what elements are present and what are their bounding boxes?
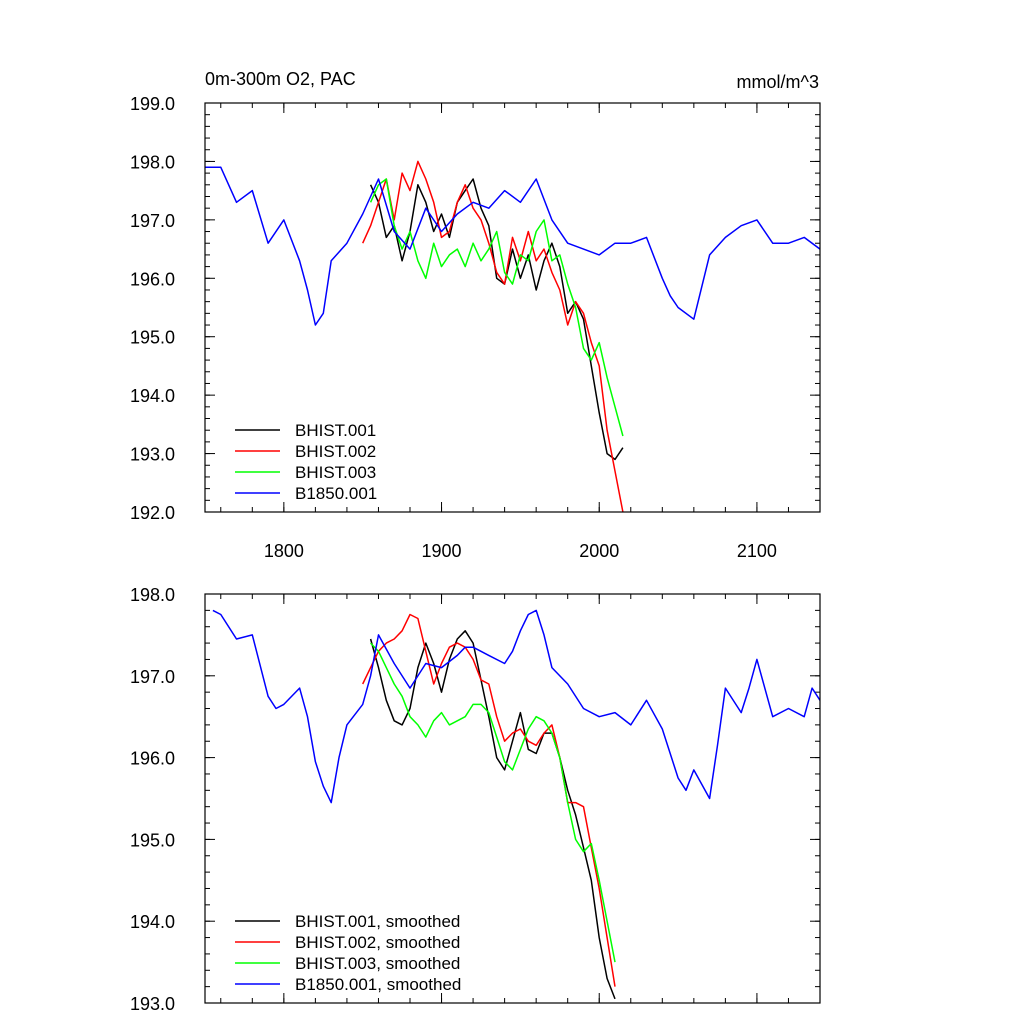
- y-tick-label: 198.0: [130, 585, 175, 605]
- chart-title: 0m-300m O2, PAC: [205, 69, 356, 89]
- series-line: [369, 178, 624, 461]
- y-tick-label: 193.0: [130, 445, 175, 465]
- y-tick-label: 192.0: [130, 503, 175, 523]
- legend-label: B1850.001: [295, 484, 377, 503]
- series-line: [362, 613, 616, 987]
- y-tick-label: 199.0: [130, 94, 175, 114]
- y-tick-label: 195.0: [130, 328, 175, 348]
- legend-label: BHIST.001: [295, 421, 376, 440]
- y-tick-label: 197.0: [130, 667, 175, 687]
- legend-item: BHIST.002, smoothed: [235, 933, 460, 952]
- x-tick-label: 1800: [264, 541, 304, 561]
- legend-label: BHIST.002: [295, 442, 376, 461]
- top-panel: 0m-300m O2, PAC mmol/m^3 192.0 193.0 194.0…: [130, 69, 821, 561]
- y-tick-label: 193.0: [130, 994, 175, 1014]
- series-line: [205, 166, 820, 326]
- legend-label: BHIST.002, smoothed: [295, 933, 460, 952]
- series-line: [369, 630, 616, 1000]
- y-tick-label: 198.0: [130, 152, 175, 172]
- series-line: [362, 160, 624, 512]
- legend-item: BHIST.003: [235, 463, 376, 482]
- y-tick-label: 194.0: [130, 912, 175, 932]
- plot-frame: [204, 102, 821, 513]
- legend-label: BHIST.003, smoothed: [295, 954, 460, 973]
- bottom-panel: 193.0 194.0 195.0 196.0 197.0 198.0 BHIST.001,…: [130, 585, 821, 1014]
- x-tick-label: 2100: [737, 541, 777, 561]
- legend-item: B1850.001, smoothed: [235, 975, 461, 994]
- legend-label: BHIST.003: [295, 463, 376, 482]
- legend-label: BHIST.001, smoothed: [295, 912, 460, 931]
- y-tick-label: 196.0: [130, 749, 175, 769]
- series-line: [369, 178, 624, 437]
- y-tick-label: 194.0: [130, 386, 175, 406]
- units-label: mmol/m^3: [737, 72, 819, 92]
- y-tick-label: 195.0: [130, 830, 175, 850]
- legend-item: BHIST.003, smoothed: [235, 954, 460, 973]
- legend-label: B1850.001, smoothed: [295, 975, 461, 994]
- series-line: [370, 642, 616, 963]
- legend-item: BHIST.001, smoothed: [235, 912, 460, 931]
- plot-frame: [204, 593, 821, 1004]
- series-line: [212, 609, 820, 804]
- legend-item: B1850.001: [235, 484, 377, 503]
- legend-item: BHIST.002: [235, 442, 376, 461]
- x-tick-label: 2000: [579, 541, 619, 561]
- y-tick-label: 196.0: [130, 269, 175, 289]
- y-tick-label: 197.0: [130, 211, 175, 231]
- x-tick-label: 1900: [422, 541, 462, 561]
- legend-item: BHIST.001: [235, 421, 376, 440]
